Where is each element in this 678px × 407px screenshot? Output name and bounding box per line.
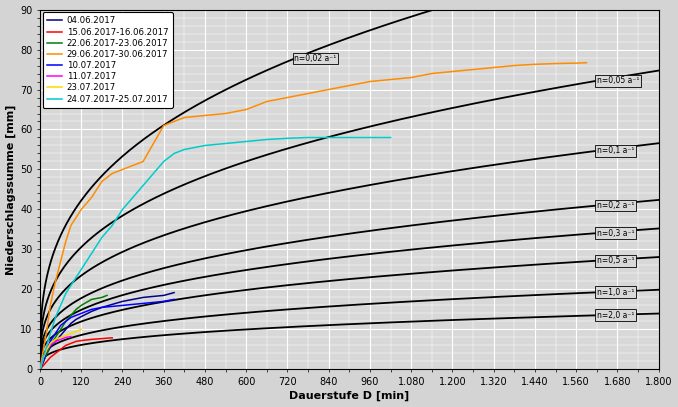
Text: n=0,2 a⁻¹: n=0,2 a⁻¹ [597,201,634,210]
Text: n=2,0 a⁻¹: n=2,0 a⁻¹ [597,311,634,320]
X-axis label: Dauerstufe D [min]: Dauerstufe D [min] [290,391,410,401]
Text: n=0,3 a⁻¹: n=0,3 a⁻¹ [597,229,635,238]
Text: n=0,1 a⁻¹: n=0,1 a⁻¹ [597,147,634,155]
Legend: 04.06.2017, 15.06.2017-16.06.2017, 22.06.2017-23.06.2017, 29.06.2017-30.06.2017,: 04.06.2017, 15.06.2017-16.06.2017, 22.06… [43,12,173,108]
Text: n=0,5 a⁻¹: n=0,5 a⁻¹ [597,256,635,265]
Y-axis label: Niederschlagssumme [mm]: Niederschlagssumme [mm] [5,104,16,275]
Text: n=0,02 a⁻¹: n=0,02 a⁻¹ [294,54,336,63]
Text: n=1,0 a⁻¹: n=1,0 a⁻¹ [597,288,634,297]
Text: n=0,05 a⁻¹: n=0,05 a⁻¹ [597,76,639,85]
